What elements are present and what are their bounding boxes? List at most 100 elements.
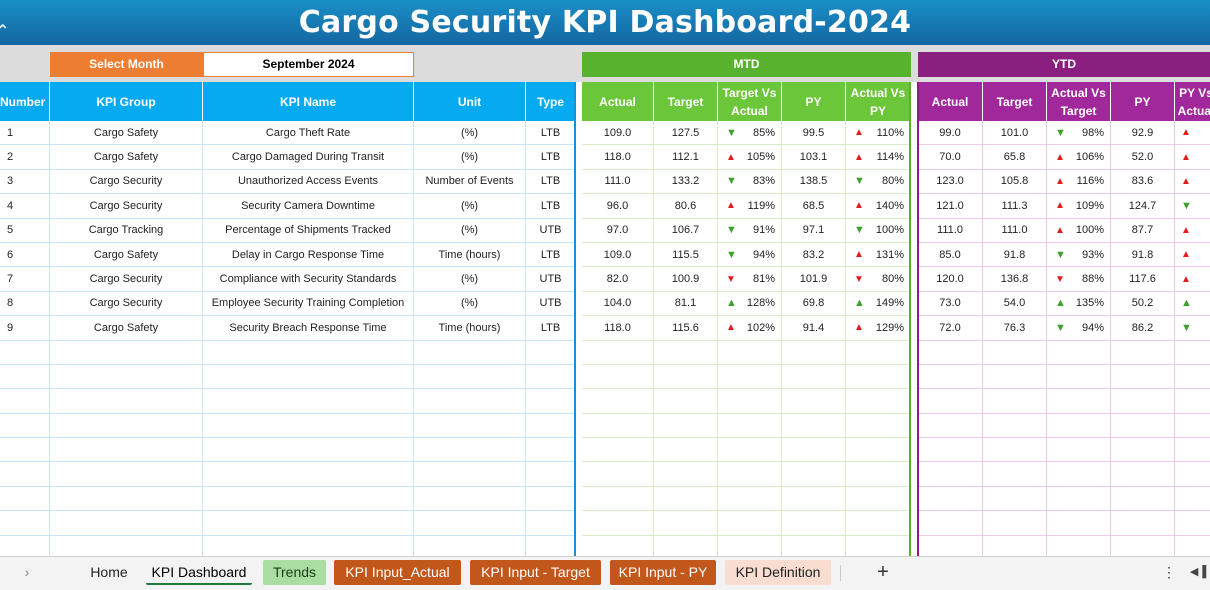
mtd-target-cell: 106.7 [654,218,718,242]
empty-row [918,438,1210,463]
empty-cell [846,413,911,438]
table-row: 9 Cargo Safety Security Breach Response Ti… [0,316,576,341]
empty-cell [0,364,50,389]
kpi-name-cell: Compliance with Security Standards [203,267,414,291]
mtd-target-cell: 112.1 [654,145,718,169]
empty-cell [203,511,414,535]
arrow-up-icon: ▲ [1181,249,1191,261]
empty-cell [0,389,50,413]
empty-cell [654,364,718,389]
empty-cell [1047,413,1111,438]
empty-cell [1047,389,1111,413]
arrow-down-icon: ▼ [726,248,737,261]
indicator-value: 110% [876,126,904,139]
mtd-target-cell: 133.2 [654,169,718,194]
empty-row [0,364,576,390]
ytd-target-cell: 111.0 [983,218,1047,242]
indicator-value: 129% [875,321,904,334]
empty-cell [526,462,576,486]
empty-cell [782,438,846,462]
chevron-right-icon[interactable]: › [24,564,30,580]
mtd-target-vs-actual-cell: ▼ 85% [718,121,782,145]
empty-cell [526,340,576,364]
arrow-up-icon: ▲ [1181,224,1191,236]
empty-cell [582,535,654,560]
chevron-up-icon[interactable]: ⌃ [0,21,10,40]
mtd-actual-vs-py-cell: ▼ 80% [846,267,911,291]
kpi-name-cell: Cargo Damaged During Transit [203,145,414,169]
empty-cell [918,535,983,560]
empty-cell [1175,365,1210,388]
empty-cell [654,389,718,413]
tab-kpi-definition[interactable]: KPI Definition [725,560,831,585]
empty-cell [203,364,414,389]
mtd-target-vs-actual-cell: ▲ 128% [718,291,782,316]
kpi-number-cell: 2 [0,145,50,169]
select-month-dropdown[interactable]: September 2024 [203,52,414,77]
empty-cell [0,462,50,486]
kpi-type-cell: LTB [526,121,576,145]
indicator-value: 135% [1075,297,1104,310]
table-row: 4 Cargo Security Security Camera Downtime(… [0,194,576,219]
ytd-py-cell: 87.7 [1111,218,1175,242]
empty-cell [203,340,414,364]
kpi-type-cell: UTB [526,218,576,242]
kpi-unit-cell: (%) [414,267,526,291]
ytd-header-row: Actual Target Actual Vs Target PY PY Vs … [918,82,1210,121]
empty-cell [50,340,203,364]
indicator-value: 109% [1075,199,1104,212]
add-sheet-icon[interactable]: + [877,561,889,583]
mtd-section-header: MTD [582,52,911,77]
mtd-target-cell: 115.6 [654,316,718,340]
ytd-actual-cell: 123.0 [918,169,983,194]
table-row: 6 Cargo Safety Delay in Cargo Response Tim… [0,242,576,268]
empty-cell [846,340,911,364]
kpi-group-cell: Cargo Security [50,267,203,291]
more-options-icon[interactable]: ⋮ [1162,564,1176,580]
empty-cell [718,462,782,486]
empty-cell [582,438,654,462]
empty-cell [1175,511,1210,534]
tab-trends[interactable]: Trends [263,560,326,585]
arrow-up-icon: ▲ [1055,175,1065,187]
ytd-actual-vs-target-cell: ▼ 88% [1047,267,1111,291]
tab-home[interactable]: Home [90,564,128,580]
empty-cell [1047,511,1111,535]
empty-cell [414,511,526,535]
kpi-number-cell: 3 [0,169,50,194]
arrow-up-icon: ▲ [854,322,864,334]
kpi-number-cell: 6 [0,242,50,267]
empty-cell [582,364,654,389]
kpi-type-cell: LTB [526,145,576,169]
kpi-unit-cell: (%) [414,194,526,218]
ytd-actual-vs-target-cell: ▼ 94% [1047,316,1111,340]
empty-cell [1175,438,1210,461]
table-row: 104.0 81.1 ▲ 128% 69.8 ▲ 149% [582,291,911,317]
arrow-up-icon: ▲ [726,322,736,334]
table-row: 73.0 54.0 ▲ 135% 50.2 ▲ [918,291,1210,317]
indicator-value: 83% [752,175,775,188]
arrow-up-icon: ▲ [1181,151,1191,163]
kpi-info-border [574,82,576,556]
empty-cell [526,389,576,413]
empty-cell [1175,389,1210,412]
empty-cell [414,486,526,511]
mtd-actual-cell: 118.0 [582,145,654,169]
empty-cell [782,340,846,364]
indicator-value: 98% [1081,126,1104,139]
tab-kpi-dashboard[interactable]: KPI Dashboard [146,560,252,585]
empty-row [0,438,576,463]
ytd-target-cell: 101.0 [983,121,1047,145]
table-row: 123.0 105.8 ▲ 116% 83.6 ▲ [918,169,1210,195]
tab-kpi-input-py[interactable]: KPI Input - PY [610,560,716,585]
tab-kpi-input-actual[interactable]: KPI Input_Actual [334,560,461,585]
indicator-value: 91% [752,224,775,237]
kpi-group-cell: Cargo Security [50,169,203,194]
mtd-header-target: Target [654,82,718,121]
ytd-actual-cell: 72.0 [918,316,983,340]
indicator-value: 119% [747,199,775,212]
table-row: 99.0 101.0 ▼ 98% 92.9 ▲ [918,121,1210,146]
scroll-left-icon[interactable]: ◀▐ [1189,566,1207,578]
tab-kpi-input-target[interactable]: KPI Input - Target [470,560,601,585]
table-row: 2 Cargo Safety Cargo Damaged During Transi… [0,145,576,170]
